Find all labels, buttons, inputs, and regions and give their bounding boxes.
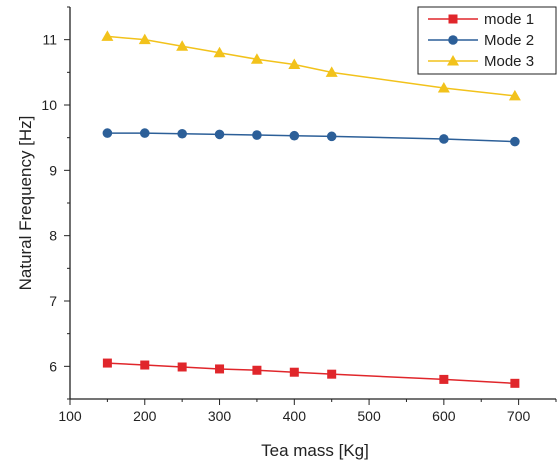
data-point	[508, 89, 521, 101]
y-tick-label: 7	[49, 293, 57, 309]
data-point	[252, 365, 262, 375]
data-point	[439, 134, 449, 144]
x-tick-label: 300	[208, 408, 232, 424]
legend: mode 1 Mode 2 Mode 3	[417, 6, 557, 75]
series-line	[107, 132, 515, 143]
x-tick-label: 400	[283, 408, 307, 424]
legend-swatch-marker	[448, 35, 458, 45]
data-point	[289, 130, 300, 141]
data-point	[252, 130, 262, 140]
legend-entry: Mode 3	[428, 53, 534, 70]
x-tick-label: 100	[58, 408, 82, 424]
data-point	[102, 128, 113, 138]
series-3	[101, 30, 521, 101]
x-tick-label: 200	[133, 408, 157, 424]
data-point	[250, 53, 263, 64]
data-point	[177, 128, 187, 139]
data-point	[289, 367, 299, 377]
legend-swatch-marker	[447, 55, 459, 66]
y-tick-label: 8	[49, 228, 57, 244]
data-point	[176, 40, 189, 51]
y-tick-label: 9	[49, 162, 57, 178]
data-point	[288, 58, 301, 69]
data-point	[215, 364, 225, 374]
series-line	[107, 362, 515, 385]
y-tick-label: 11	[42, 32, 57, 48]
data-point	[437, 82, 450, 93]
legend-label: Mode 2	[484, 32, 534, 49]
data-point	[101, 30, 114, 41]
x-axis-label: Tea mass [Kg]	[261, 441, 369, 460]
data-point	[177, 362, 187, 372]
data-point	[326, 131, 337, 142]
axis-ticks: 100 200 300 400 500 600 700 6 7 8 9 10 11	[41, 6, 557, 424]
data-point	[102, 358, 112, 368]
data-point	[214, 129, 225, 140]
data-point	[510, 136, 520, 147]
data-point	[325, 66, 338, 77]
y-tick-label: 6	[49, 358, 57, 374]
data-point	[510, 378, 520, 388]
series-layer	[101, 30, 521, 388]
x-tick-label: 500	[357, 408, 381, 424]
series-1	[102, 358, 520, 388]
y-tick-label: 10	[41, 97, 57, 113]
data-point	[327, 369, 337, 379]
y-axis-label: Natural Frequency [Hz]	[16, 116, 35, 291]
x-tick-label: 600	[432, 408, 456, 424]
legend-entry: mode 1	[428, 11, 534, 28]
legend-label: mode 1	[484, 11, 534, 28]
series-2	[102, 128, 520, 147]
x-tick-label: 700	[507, 408, 531, 424]
legend-entry: Mode 2	[428, 32, 534, 49]
data-point	[439, 374, 449, 384]
legend-swatch-marker	[448, 14, 458, 24]
data-point	[213, 46, 226, 58]
legend-label: Mode 3	[484, 53, 534, 70]
data-point	[140, 360, 150, 370]
data-point	[139, 128, 150, 138]
data-point	[138, 33, 151, 45]
